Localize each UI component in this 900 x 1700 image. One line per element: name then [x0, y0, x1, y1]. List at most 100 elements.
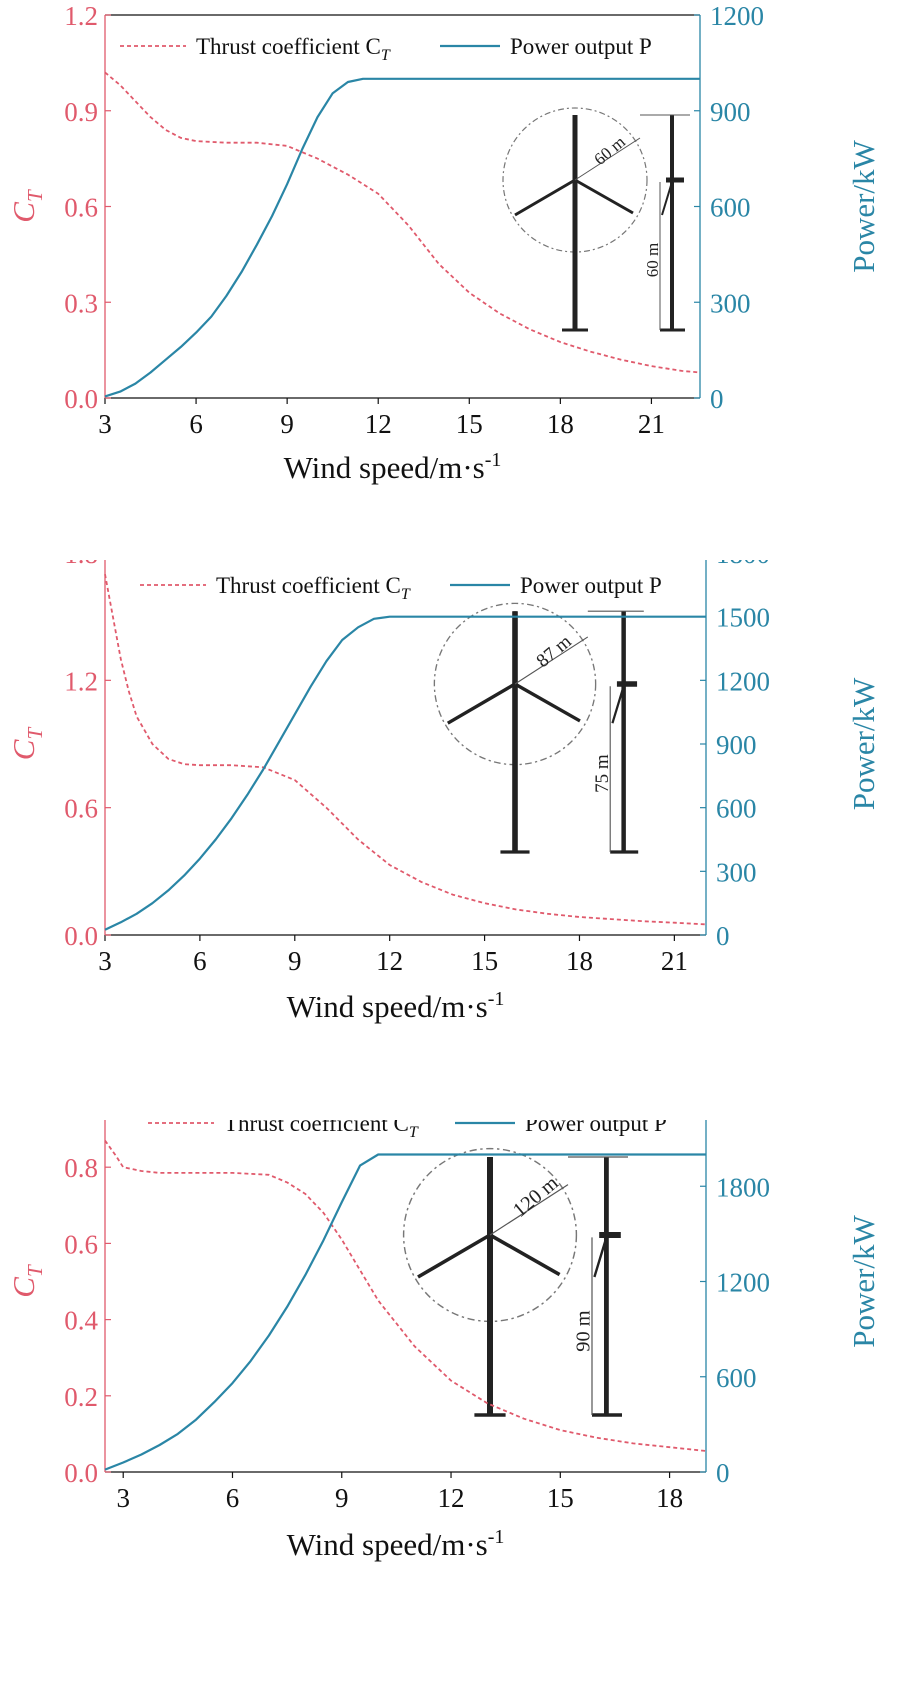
- thrust-coefficient-line: [104, 71, 701, 374]
- x-tick-label: 15: [471, 946, 498, 976]
- x-tick-label: 3: [116, 1483, 130, 1513]
- x-tick-label: 15: [456, 409, 483, 439]
- radius-line: [514, 636, 589, 685]
- chart-panel-3: 120 m90 m3691215180.00.20.40.60.81.00600…: [6, 1120, 881, 1562]
- radius-line: [574, 137, 641, 181]
- hub-height-label: 60 m: [643, 243, 662, 277]
- y-left-tick-label: 0.3: [64, 288, 98, 318]
- x-tick-label: 15: [547, 1483, 574, 1513]
- x-axis-label: Wind speed/m·s-1: [284, 449, 502, 485]
- power-output-line: [104, 77, 700, 398]
- y-right-tick-label: 1200: [716, 666, 770, 696]
- side-blade: [661, 181, 673, 216]
- x-tick-label: 9: [288, 946, 302, 976]
- y-right-tick-label: 1200: [710, 1, 764, 31]
- x-tick-label: 12: [365, 409, 392, 439]
- y-right-tick-label: 0: [710, 384, 724, 414]
- x-tick-label: 9: [280, 409, 294, 439]
- legend-power-label: Power output P: [510, 34, 652, 59]
- x-tick-label: 6: [193, 946, 207, 976]
- y-left-tick-label: 0.8: [64, 1153, 98, 1183]
- y-left-tick-label: 1.2: [64, 1, 98, 31]
- thrust-coefficient-line: [104, 1139, 707, 1452]
- radius-line: [489, 1184, 569, 1236]
- y-axis-left-label-text: C: [6, 202, 41, 223]
- y-left-tick-label: 0.6: [64, 794, 98, 824]
- legend-thrust-sub: T: [409, 1124, 419, 1141]
- x-tick-label: 3: [98, 409, 112, 439]
- x-axis-label-sup: -1: [488, 988, 505, 1010]
- y-right-tick-label: 1800: [716, 1172, 770, 1202]
- x-axis-label-sup: -1: [485, 449, 502, 471]
- x-tick-label: 21: [661, 946, 688, 976]
- y-left-tick-label: 1.2: [64, 666, 98, 696]
- x-tick-label: 21: [638, 409, 665, 439]
- turbine-sketch-icon: 87 m 75 m: [433, 602, 644, 854]
- y-right-tick-label: 600: [716, 794, 757, 824]
- y-left-tick-label: 0.0: [64, 921, 98, 951]
- blade-2: [417, 1233, 491, 1279]
- y-axis-left-label-sub: T: [23, 727, 47, 740]
- power-output-line: [104, 615, 706, 931]
- hub-height-label: 90 m: [573, 1310, 595, 1351]
- x-tick-label: 18: [566, 946, 593, 976]
- x-axis-label: Wind speed/m·s-1: [287, 1526, 505, 1562]
- y-right-tick-label: 900: [716, 730, 757, 760]
- y-right-tick-label: 300: [710, 288, 751, 318]
- y-axis-left-label: CT: [6, 1264, 47, 1298]
- blade-2: [446, 682, 516, 725]
- legend-thrust-text: Thrust coefficient C: [196, 34, 381, 59]
- blade-2: [514, 178, 576, 217]
- legend-thrust-label: Thrust coefficient CT: [216, 573, 411, 603]
- y-left-tick-label: 0.2: [64, 1382, 98, 1412]
- y-axis-right-label: Power/kW: [846, 1214, 881, 1347]
- turbine-sketch-icon: 120 m 90 m: [402, 1147, 629, 1417]
- legend-thrust-label: Thrust coefficient CT: [224, 1120, 419, 1141]
- y-right-tick-label: 600: [710, 193, 751, 223]
- side-blade: [611, 685, 625, 724]
- legend-thrust-sub: T: [381, 47, 391, 64]
- blade-3: [489, 1233, 561, 1277]
- x-tick-label: 6: [189, 409, 203, 439]
- power-output-line: [104, 1153, 706, 1471]
- y-left-tick-label: 0.9: [64, 97, 98, 127]
- y-axis-right-label: Power/kW: [846, 677, 881, 810]
- thrust-coefficient-line: [104, 574, 707, 926]
- side-blade: [593, 1237, 608, 1278]
- y-axis-left-label-text: C: [6, 1277, 41, 1298]
- x-axis-label-text: Wind speed/m·s: [284, 450, 485, 485]
- rotor-radius-label: 87 m: [533, 631, 576, 672]
- y-right-tick-label: 1800: [716, 560, 770, 569]
- y-axis-left-label: CT: [6, 189, 47, 223]
- x-tick-label: 3: [98, 946, 112, 976]
- x-tick-label: 18: [656, 1483, 683, 1513]
- blade-3: [574, 178, 634, 215]
- legend-thrust-sub: T: [401, 586, 411, 603]
- rotor-radius-label: 60 m: [590, 132, 629, 169]
- y-axis-left-label: CT: [6, 727, 47, 761]
- rotor-radius-label: 120 m: [509, 1172, 563, 1222]
- y-right-tick-label: 1500: [716, 603, 770, 633]
- chart-panel-1: 60 m 60 m 3 6 9 12 15 18 21 0.0 0.3 0.6 0.9 1.2 0 300 60…: [6, 1, 881, 485]
- y-left-tick-label: 0.6: [64, 193, 98, 223]
- blade-3: [514, 682, 581, 723]
- x-tick-label: 9: [335, 1483, 349, 1513]
- legend-power-label: Power output P: [525, 1120, 667, 1136]
- y-right-tick-label: 1200: [716, 1268, 770, 1298]
- legend-thrust-text: Thrust coefficient C: [216, 573, 401, 598]
- x-tick-label: 18: [547, 409, 574, 439]
- turbine-sketch-icon: 60 m 60 m: [502, 107, 690, 332]
- y-axis-left-label-sub: T: [23, 1264, 47, 1277]
- legend-thrust-text: Thrust coefficient C: [224, 1120, 409, 1136]
- y-left-tick-label: 0.0: [64, 1458, 98, 1488]
- x-tick-label: 12: [376, 946, 403, 976]
- y-right-tick-label: 0: [716, 1458, 730, 1488]
- y-left-tick-label: 0.0: [64, 384, 98, 414]
- y-left-tick-label: 0.4: [64, 1306, 98, 1336]
- y-left-tick-label: 0.6: [64, 1229, 98, 1259]
- chart-panel-2: 87 m 75 m 3 6 9 12 15 18 21 0.0 0.6 1.2 1.8 0 300 600 90…: [6, 560, 881, 1024]
- x-tick-label: 6: [226, 1483, 240, 1513]
- x-axis-label-sup: -1: [488, 1526, 505, 1548]
- x-axis-label-text: Wind speed/m·s: [287, 1527, 488, 1562]
